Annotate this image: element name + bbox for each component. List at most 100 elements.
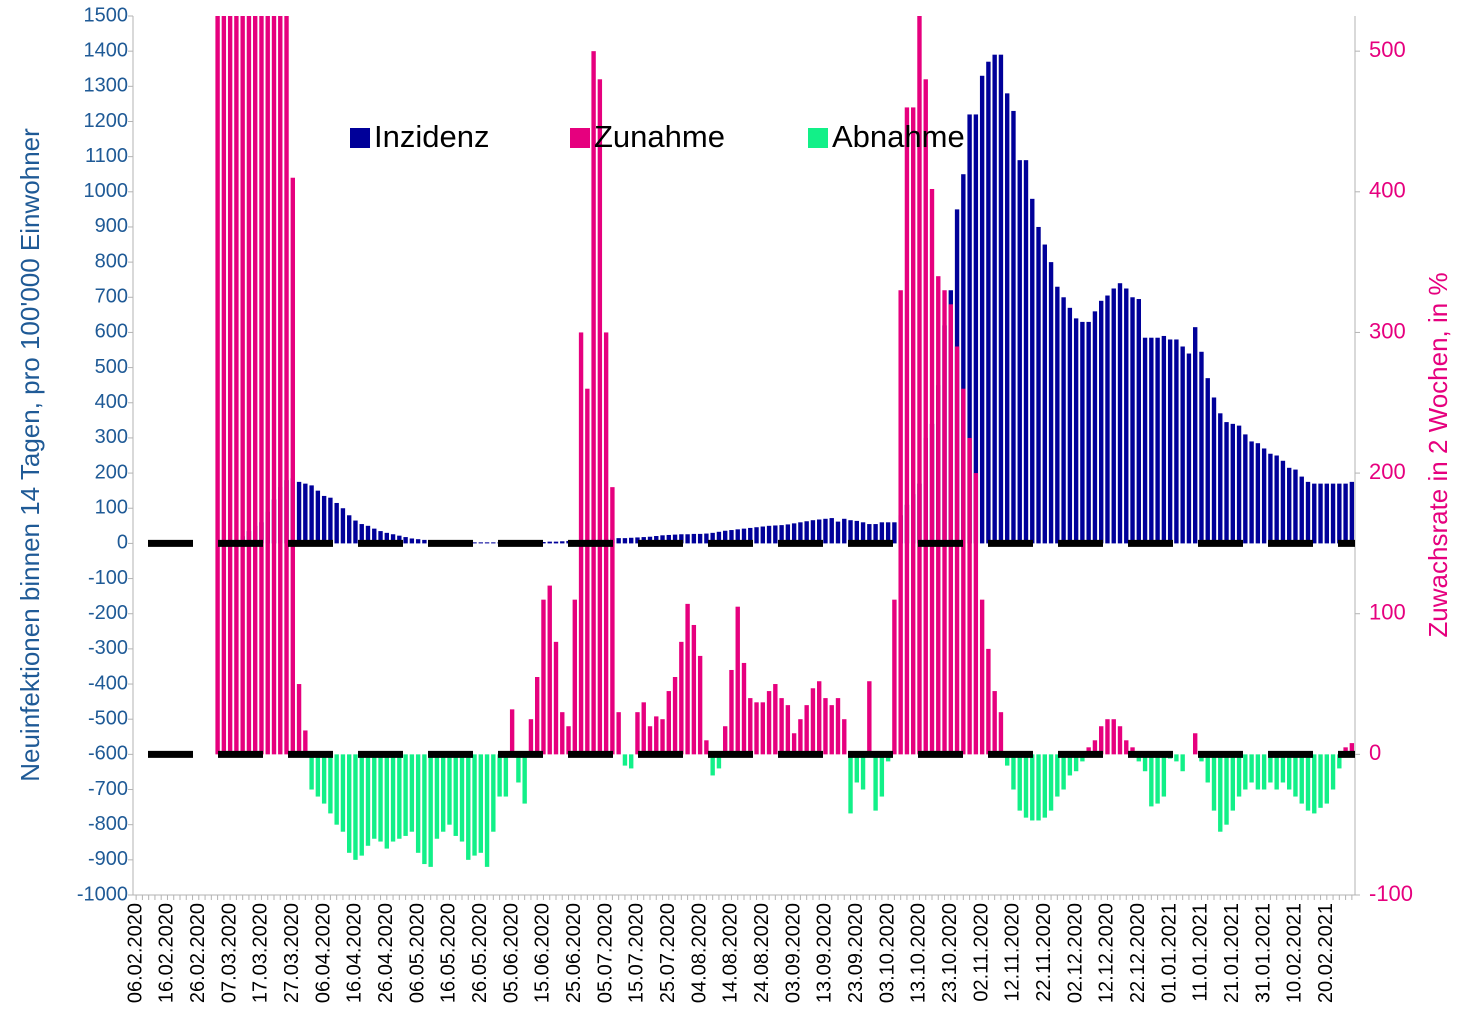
bar [992,691,997,755]
y-tick-label: 600 [95,321,128,343]
bar [1193,733,1198,755]
bar [296,684,302,755]
y2-tick-label: 100 [1369,600,1406,625]
bar [1230,423,1235,544]
bar [1318,483,1323,544]
x-tick-label: 07.03.2020 [218,903,240,1003]
bar [566,726,571,755]
bar [347,754,352,853]
bar [835,521,841,544]
bar [1193,327,1198,544]
x-tick-label: 25.07.2020 [657,903,679,1003]
bar [697,655,703,755]
x-tick-label: 13.10.2020 [908,903,930,1003]
bar [1312,754,1317,814]
bar [378,531,383,544]
bar [1330,483,1336,544]
bar [723,726,728,755]
bar [365,754,371,846]
bar [1061,297,1066,544]
bar [353,520,358,544]
x-tick-label: 05.07.2020 [594,903,616,1003]
bar [848,520,853,544]
bar [340,754,346,832]
bar [735,606,740,755]
bar [240,16,245,755]
bar [1105,295,1110,544]
bar [560,541,565,544]
y-tick-label: 1400 [84,39,129,61]
bar [415,754,421,853]
bar [622,538,628,544]
bar [591,51,596,755]
bar [986,648,991,755]
bar [1293,469,1298,544]
bar [1136,299,1141,544]
bar [741,662,747,755]
y-tick-label: -1000 [77,883,128,905]
bar [817,681,822,755]
bar [497,754,502,797]
bar [1099,300,1104,544]
bar [973,473,979,755]
bar [1280,754,1286,783]
bar [610,487,615,755]
y2-axis-title: Zuwachsrate in 2 Wochen, in % [1423,272,1453,637]
bar [773,684,778,755]
bar [466,754,471,860]
bar [478,754,483,853]
bar [754,527,759,544]
y2-tick-label: 0 [1369,740,1381,765]
bar [1161,335,1167,544]
bar [867,681,872,755]
bar [1124,740,1129,755]
bar [459,754,465,842]
bar [622,754,628,766]
bar [597,79,603,755]
bar [353,754,358,860]
bar [741,528,747,544]
bar [334,502,339,544]
bar [879,754,885,797]
bar [798,522,803,544]
y-tick-label: -300 [88,637,128,659]
y-tick-label: -100 [88,567,128,589]
bar [766,525,772,544]
bar [635,537,640,544]
bar [1236,425,1242,544]
x-tick-label: 25.06.2020 [563,903,585,1003]
bar [1092,740,1098,755]
bar [979,599,985,755]
bar [1073,318,1079,544]
bar [754,702,759,755]
bar [1330,754,1336,790]
x-tick-label: 26.05.2020 [469,903,491,1003]
bar [804,705,809,755]
bar [309,485,314,544]
bar [873,754,878,811]
bar [817,519,822,544]
bar [616,712,621,755]
bar [1080,321,1085,544]
bar [998,712,1004,755]
bar [1111,719,1116,755]
x-tick-label: 23.10.2020 [939,903,961,1003]
bar [1149,754,1154,807]
bar [704,533,709,544]
legend-label: Inzidenz [374,119,489,154]
bar [923,79,928,755]
x-tick-label: 13.09.2020 [814,903,836,1003]
x-tick-label: 21.01.2021 [1221,903,1243,1003]
legend-swatch [808,128,828,148]
bar [773,525,778,544]
bar [378,754,383,842]
x-tick-label: 23.09.2020 [845,903,867,1003]
bar [948,304,953,755]
x-tick-label: 11.01.2021 [1190,903,1212,1002]
bar [1274,455,1279,544]
bar [441,754,446,832]
bar [710,754,715,776]
bar [215,16,220,755]
bar [372,754,377,839]
